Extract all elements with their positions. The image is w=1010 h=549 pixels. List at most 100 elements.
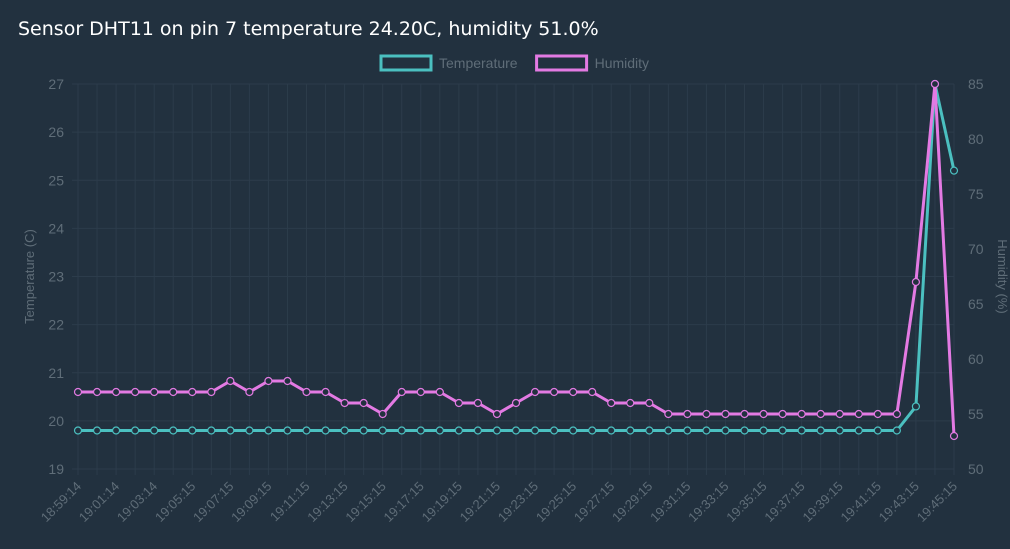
data-point-temperature <box>892 426 901 435</box>
data-point-temperature <box>397 426 406 435</box>
data-point-temperature <box>131 426 140 435</box>
data-point-temperature <box>854 426 863 435</box>
x-tick-label: 19:45:15 <box>914 479 960 525</box>
x-tick-label: 18:59:14 <box>38 479 84 525</box>
x-tick-label: 19:01:14 <box>76 479 122 525</box>
data-point-temperature <box>626 426 635 435</box>
data-point-temperature <box>378 426 387 435</box>
x-tick-label: 19:05:15 <box>152 479 198 525</box>
x-tick-label: 19:25:15 <box>533 479 579 525</box>
data-point-humidity <box>416 387 425 397</box>
y-right-tick-label: 65 <box>968 296 984 312</box>
x-tick-label: 19:21:15 <box>457 479 503 525</box>
data-point-humidity <box>169 387 178 397</box>
data-point-humidity <box>664 409 673 419</box>
data-point-temperature <box>569 426 578 435</box>
data-point-temperature <box>92 426 102 435</box>
x-tick-label: 19:17:15 <box>381 479 427 525</box>
x-tick-label: 19:03:14 <box>114 479 160 525</box>
data-point-temperature <box>169 426 178 435</box>
data-point-temperature <box>492 426 502 435</box>
data-point-temperature <box>740 426 749 435</box>
data-point-humidity <box>645 398 654 408</box>
data-point-humidity <box>854 409 863 419</box>
data-point-humidity <box>607 398 616 408</box>
data-point-temperature <box>645 426 654 435</box>
x-tick-label: 19:19:15 <box>419 479 465 525</box>
y-right-tick-label: 50 <box>968 461 984 477</box>
y-left-tick-label: 27 <box>48 76 64 92</box>
data-point-humidity <box>111 387 121 397</box>
data-point-temperature <box>911 402 921 411</box>
data-point-temperature <box>588 426 597 435</box>
data-point-humidity <box>511 398 521 408</box>
data-point-humidity <box>188 387 197 397</box>
data-point-humidity <box>816 409 825 419</box>
data-point-humidity <box>569 387 578 397</box>
x-tick-label: 19:07:15 <box>190 479 236 525</box>
y-left-tick-label: 26 <box>48 124 64 140</box>
data-point-humidity <box>340 398 349 408</box>
y-right-tick-label: 70 <box>968 241 984 257</box>
data-point-temperature <box>245 426 254 435</box>
y-left-tick-label: 20 <box>48 413 64 429</box>
x-tick-label: 19:31:15 <box>647 479 693 525</box>
data-point-humidity <box>835 409 844 419</box>
data-point-humidity <box>778 409 787 419</box>
data-point-humidity <box>683 409 692 419</box>
y-left-axis-label: Temperature (C) <box>22 229 37 324</box>
y-left-tick-label: 24 <box>48 220 64 236</box>
data-point-temperature <box>321 426 330 435</box>
data-point-humidity <box>397 387 406 397</box>
data-point-humidity <box>530 387 540 397</box>
data-point-humidity <box>626 398 635 408</box>
data-point-temperature <box>778 426 787 435</box>
y-right-axis-label: Humidity (%) <box>995 239 1010 313</box>
y-left-tick-label: 19 <box>48 461 64 477</box>
data-point-humidity <box>892 409 901 419</box>
data-point-temperature <box>111 426 121 435</box>
data-point-temperature <box>435 426 444 435</box>
x-tick-label: 19:27:15 <box>571 479 617 525</box>
legend-label-temperature: Temperature <box>439 55 518 71</box>
data-point-humidity <box>264 376 273 386</box>
legend-swatch-humidity <box>535 54 589 72</box>
data-point-temperature <box>511 426 521 435</box>
legend-swatch-temperature <box>379 54 433 72</box>
data-point-temperature <box>150 426 159 435</box>
data-point-humidity <box>930 79 940 89</box>
y-right-tick-label: 75 <box>968 186 984 202</box>
x-tick-label: 19:23:15 <box>495 479 541 525</box>
data-point-temperature <box>664 426 673 435</box>
x-tick-label: 19:35:15 <box>723 479 769 525</box>
data-point-humidity <box>492 409 502 419</box>
data-point-temperature <box>226 426 235 435</box>
data-point-temperature <box>530 426 540 435</box>
data-point-temperature <box>454 426 463 435</box>
data-point-temperature <box>721 426 730 435</box>
x-tick-label: 19:11:15 <box>267 479 313 525</box>
data-point-humidity <box>92 387 102 397</box>
x-tick-label: 19:39:15 <box>799 479 845 525</box>
data-point-temperature <box>340 426 349 435</box>
data-point-temperature <box>949 166 959 175</box>
data-point-humidity <box>759 409 768 419</box>
page-title: Sensor DHT11 on pin 7 temperature 24.20C… <box>18 18 599 40</box>
data-point-temperature <box>683 426 692 435</box>
data-point-humidity <box>702 409 711 419</box>
data-point-humidity <box>435 387 444 397</box>
data-point-humidity <box>721 409 730 419</box>
data-point-humidity <box>797 409 806 419</box>
data-point-humidity <box>873 409 882 419</box>
data-point-temperature <box>797 426 806 435</box>
data-point-humidity <box>226 376 235 386</box>
data-point-humidity <box>454 398 463 408</box>
data-point-temperature <box>264 426 273 435</box>
data-point-temperature <box>702 426 711 435</box>
data-point-temperature <box>759 426 768 435</box>
x-tick-label: 19:41:15 <box>838 479 884 525</box>
data-point-humidity <box>73 387 83 397</box>
y-right-tick-label: 85 <box>968 76 984 92</box>
data-point-temperature <box>607 426 616 435</box>
